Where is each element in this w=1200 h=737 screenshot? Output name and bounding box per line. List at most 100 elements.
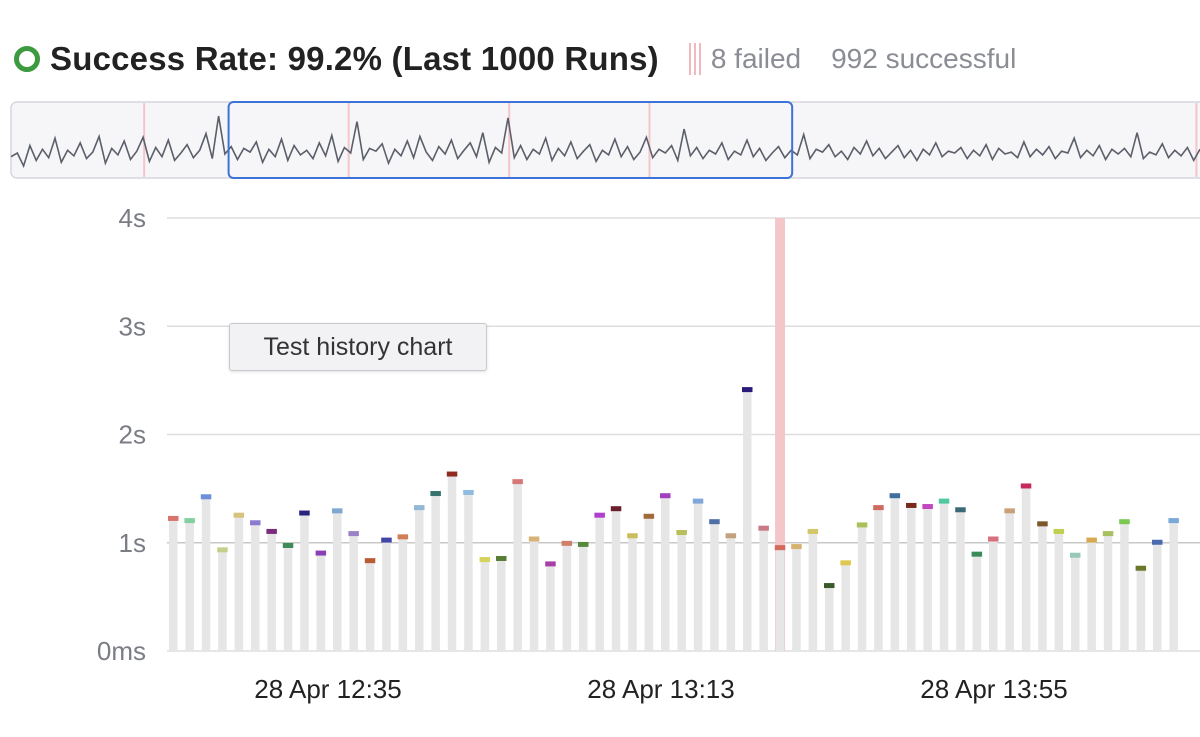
run-duration-bar[interactable]	[447, 474, 457, 651]
run-bar-cap	[988, 536, 999, 542]
run-duration-bar[interactable]	[251, 523, 260, 651]
run-bar-cap	[906, 502, 917, 508]
run-duration-bar[interactable]	[644, 516, 654, 651]
run-duration-bar[interactable]	[874, 508, 883, 651]
run-bar-cap	[463, 489, 474, 495]
run-duration-bar[interactable]	[333, 511, 342, 651]
run-bar-cap	[660, 493, 671, 499]
run-duration-bar[interactable]	[201, 497, 211, 651]
run-duration-bar[interactable]	[529, 539, 539, 651]
run-bar-cap	[955, 507, 966, 513]
run-duration-bar[interactable]	[595, 515, 604, 651]
run-duration-bar[interactable]	[808, 531, 818, 651]
x-tick-label: 28 Apr 13:13	[587, 674, 734, 704]
run-duration-bar[interactable]	[989, 539, 998, 651]
run-bar-cap	[315, 550, 327, 556]
run-duration-bar[interactable]	[939, 501, 949, 651]
run-bar-cap	[627, 533, 638, 539]
run-duration-bar[interactable]	[300, 513, 309, 651]
run-duration-bar[interactable]	[825, 586, 834, 651]
run-duration-bar[interactable]	[218, 550, 227, 651]
run-duration-bar[interactable]	[169, 518, 178, 651]
run-bar-cap	[676, 530, 687, 536]
run-bar-cap	[889, 493, 901, 499]
overview-timeline[interactable]	[10, 101, 1200, 179]
run-duration-bar[interactable]	[546, 564, 555, 651]
failed-run-highlight	[775, 218, 786, 651]
run-duration-bar[interactable]	[382, 540, 391, 651]
run-duration-bar[interactable]	[431, 494, 440, 651]
run-bar-cap	[578, 541, 589, 547]
run-duration-bar[interactable]	[349, 534, 358, 651]
run-duration-bar[interactable]	[661, 496, 670, 651]
run-duration-bar[interactable]	[759, 528, 768, 651]
run-duration-bar[interactable]	[907, 505, 916, 651]
run-duration-bar[interactable]	[693, 501, 703, 651]
run-bar-cap	[348, 531, 359, 537]
run-duration-bar[interactable]	[1021, 486, 1031, 651]
run-duration-bar[interactable]	[1038, 524, 1047, 651]
run-duration-bar[interactable]	[1103, 534, 1113, 651]
run-duration-bar[interactable]	[726, 536, 736, 651]
run-duration-bar[interactable]	[923, 507, 932, 651]
run-bar-cap	[692, 498, 704, 504]
run-duration-bar[interactable]	[743, 390, 752, 651]
run-duration-bar[interactable]	[972, 554, 982, 651]
run-duration-bar[interactable]	[1136, 568, 1146, 651]
run-duration-bar[interactable]	[398, 537, 408, 651]
overview-selection-window[interactable]	[227, 101, 794, 179]
run-duration-bar[interactable]	[1169, 521, 1178, 651]
run-duration-bar[interactable]	[365, 561, 375, 651]
run-duration-bar[interactable]	[497, 558, 506, 651]
run-bar-cap	[561, 540, 573, 546]
header: Success Rate: 99.2% (Last 1000 Runs) 8 f…	[14, 34, 1016, 84]
run-duration-bar[interactable]	[562, 543, 572, 651]
run-duration-bar[interactable]	[956, 510, 965, 651]
duration-bars[interactable]	[168, 387, 1179, 651]
run-duration-bar[interactable]	[464, 492, 473, 651]
run-bar-cap	[856, 522, 868, 528]
run-duration-bar[interactable]	[1071, 555, 1080, 651]
run-bar-cap	[217, 547, 228, 553]
run-duration-bar[interactable]	[775, 548, 785, 651]
run-duration-bar[interactable]	[611, 509, 621, 651]
run-duration-bar[interactable]	[890, 496, 900, 651]
success-ring-icon	[14, 46, 40, 72]
run-duration-bar[interactable]	[857, 525, 867, 651]
run-duration-bar[interactable]	[710, 522, 719, 651]
run-bar-cap	[1004, 508, 1015, 514]
run-duration-bar[interactable]	[480, 560, 490, 651]
run-duration-bar[interactable]	[841, 563, 850, 651]
run-duration-bar[interactable]	[316, 553, 326, 651]
run-bar-cap	[742, 387, 753, 393]
run-duration-bar[interactable]	[1054, 531, 1064, 651]
success-rate-title: Success Rate: 99.2% (Last 1000 Runs)	[50, 40, 659, 77]
run-duration-bar[interactable]	[677, 533, 686, 651]
run-duration-bar[interactable]	[513, 482, 522, 651]
run-duration-bar[interactable]	[579, 544, 588, 651]
run-duration-bar[interactable]	[267, 531, 276, 651]
run-bar-cap	[430, 491, 441, 497]
run-duration-bar[interactable]	[283, 545, 293, 651]
run-duration-bar[interactable]	[1005, 511, 1014, 651]
run-bar-cap	[1168, 518, 1179, 524]
run-duration-bar[interactable]	[792, 547, 801, 651]
run-duration-bar[interactable]	[415, 508, 424, 651]
run-duration-bar[interactable]	[628, 536, 637, 651]
run-bar-cap	[643, 513, 655, 519]
run-duration-bar[interactable]	[185, 521, 194, 651]
run-bar-cap	[1119, 519, 1130, 525]
run-bar-cap	[184, 518, 195, 524]
run-bar-cap	[1152, 539, 1163, 545]
run-duration-bar[interactable]	[1087, 540, 1096, 651]
run-duration-bar[interactable]	[1153, 542, 1162, 651]
run-bar-cap	[873, 505, 884, 511]
failed-count[interactable]: 8 failed	[710, 43, 802, 74]
run-duration-bar[interactable]	[234, 515, 244, 651]
x-axis-ticks: 28 Apr 12:35 28 Apr 13:13 28 Apr 13:55	[254, 674, 1067, 704]
run-bar-cap	[938, 498, 950, 504]
successful-count[interactable]: 992 successful	[831, 43, 1017, 74]
run-bar-cap	[381, 537, 392, 543]
run-duration-bar[interactable]	[1120, 522, 1129, 651]
